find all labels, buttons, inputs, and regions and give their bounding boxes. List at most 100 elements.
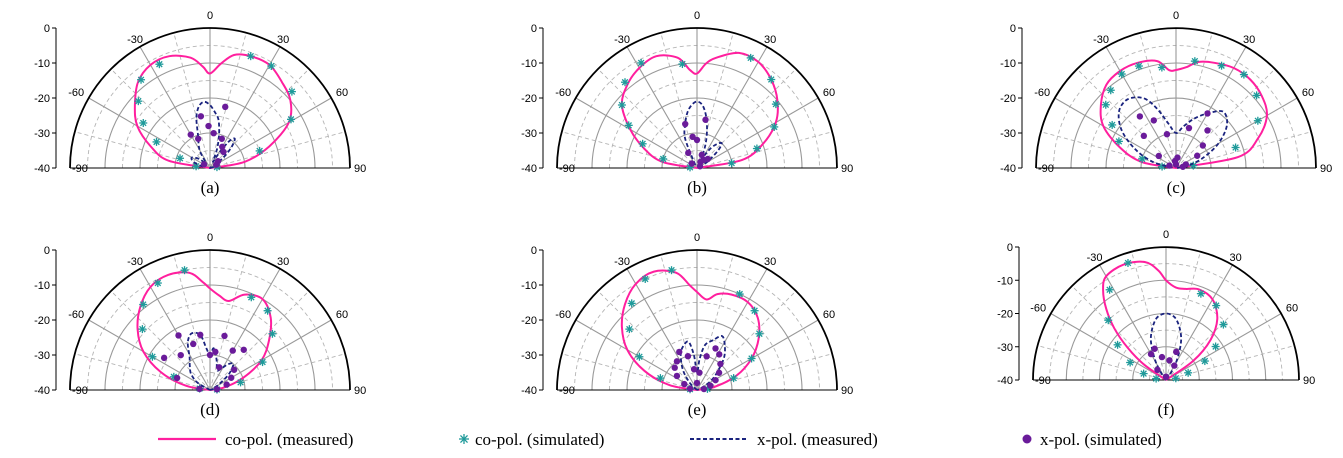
data-point-dot bbox=[205, 122, 212, 130]
star-stroke bbox=[751, 307, 758, 315]
data-point-dot bbox=[210, 129, 217, 137]
angle-tick-label: -90 bbox=[72, 385, 88, 397]
star-stroke bbox=[618, 101, 626, 109]
star-stroke bbox=[1108, 121, 1116, 129]
star-stroke bbox=[259, 358, 266, 366]
data-point-star bbox=[287, 115, 296, 124]
star-stroke bbox=[264, 307, 271, 315]
polar-plots: 0 -10 -20 -30 -40 -90 -60 -30 0 30 60 90 (a) 0 -10 -20 -… bbox=[34, 10, 1332, 419]
data-point-dot bbox=[1173, 348, 1180, 356]
series-x-pol-simulated bbox=[160, 331, 247, 393]
grid-radial-line bbox=[696, 97, 819, 169]
grid-radial-line bbox=[1050, 313, 1167, 381]
panel-caption: (a) bbox=[201, 178, 220, 197]
grid-radial-line bbox=[575, 97, 698, 169]
star-stroke bbox=[756, 330, 763, 338]
star-stroke bbox=[772, 100, 780, 108]
grid-minor-ring bbox=[122, 302, 298, 391]
angle-tick-label: 0 bbox=[694, 10, 700, 22]
grid-radial-line bbox=[696, 268, 768, 391]
radial-tick-label: -30 bbox=[997, 342, 1013, 354]
outer-axis-arc bbox=[69, 27, 351, 169]
star-stroke bbox=[637, 59, 645, 67]
data-point-star bbox=[638, 139, 647, 148]
star-stroke bbox=[1184, 369, 1192, 377]
data-point-star bbox=[1190, 57, 1199, 66]
data-point-star bbox=[747, 354, 756, 363]
data-point-star bbox=[1138, 154, 1147, 163]
data-point-star bbox=[246, 52, 255, 61]
outer-axis-arc bbox=[1035, 27, 1317, 169]
data-point-dot bbox=[700, 385, 708, 393]
grid-minor-radial bbox=[660, 254, 698, 391]
angle-tick-label: -30 bbox=[614, 256, 630, 268]
star-stroke bbox=[625, 122, 633, 129]
data-point-dot bbox=[230, 366, 238, 373]
radial-tick-label: -40 bbox=[521, 385, 537, 397]
grid-minor-radial bbox=[209, 32, 247, 169]
data-point-dot bbox=[173, 374, 181, 382]
data-point-star bbox=[656, 374, 665, 383]
data-point-star bbox=[263, 306, 272, 315]
data-point-star bbox=[1101, 100, 1110, 109]
radial-tick-label: -30 bbox=[521, 350, 537, 362]
grid-minor-radial bbox=[110, 68, 211, 169]
grid-minor-radial bbox=[173, 254, 211, 391]
star-stroke bbox=[176, 154, 184, 162]
star-stroke bbox=[247, 293, 255, 301]
angle-tick-label: 30 bbox=[764, 34, 776, 46]
radial-tick-label: -30 bbox=[1000, 128, 1016, 140]
star-stroke bbox=[679, 60, 686, 68]
grid-minor-ring bbox=[1148, 362, 1184, 381]
grid-minor-radial bbox=[74, 131, 211, 169]
data-point-dot bbox=[218, 135, 226, 142]
polar-grid bbox=[74, 250, 346, 391]
radial-tick-label: -10 bbox=[521, 58, 537, 70]
outer-axis-arc bbox=[556, 27, 838, 169]
star-stroke bbox=[1124, 259, 1132, 267]
data-point-dot bbox=[219, 143, 226, 150]
polar-plot-f: 0 -10 -20 -30 -40 -90 -60 -30 0 30 60 90 (f) bbox=[997, 229, 1315, 419]
radial-tick-label: -20 bbox=[521, 93, 537, 105]
data-point-dot bbox=[1204, 110, 1211, 117]
radial-tick-label: -20 bbox=[997, 309, 1013, 321]
data-point-star bbox=[727, 159, 736, 168]
data-point-dot bbox=[1199, 142, 1207, 149]
data-point-dot bbox=[1204, 127, 1211, 134]
grid-minor-radial bbox=[696, 290, 797, 391]
data-point-star bbox=[148, 352, 157, 361]
polar-plot-d: 0 -10 -20 -30 -40 -90 -60 -30 0 30 60 90 (d) bbox=[34, 232, 366, 419]
star-stroke bbox=[1114, 341, 1121, 349]
star-stroke bbox=[1138, 155, 1146, 163]
angle-tick-label: -60 bbox=[68, 309, 84, 321]
data-point-star bbox=[1108, 120, 1117, 129]
legend-star-swatch bbox=[459, 434, 469, 444]
radial-tick-label: -40 bbox=[34, 163, 50, 175]
data-point-star bbox=[1117, 70, 1126, 79]
angle-tick-label: 0 bbox=[694, 232, 700, 244]
angle-tick-label: -90 bbox=[1035, 375, 1051, 387]
legend-item-co-pol-simulated: co-pol. (simulated) bbox=[459, 430, 604, 449]
grid-radial-line bbox=[696, 46, 768, 169]
grid-radial-line bbox=[209, 97, 332, 169]
data-point-star bbox=[1189, 161, 1198, 170]
polar-grid bbox=[1037, 247, 1295, 381]
series-x-pol-simulated bbox=[682, 116, 711, 170]
radial-tick-label: -30 bbox=[34, 128, 50, 140]
angle-tick-label: 60 bbox=[823, 309, 835, 321]
grid-minor-radial bbox=[696, 32, 734, 169]
panel-caption: (f) bbox=[1158, 400, 1175, 419]
angle-tick-label: 90 bbox=[354, 163, 366, 175]
star-stroke bbox=[247, 52, 254, 60]
data-point-star bbox=[771, 100, 780, 109]
data-point-star bbox=[1139, 369, 1148, 378]
data-point-dot bbox=[681, 380, 688, 388]
star-stroke bbox=[770, 123, 778, 131]
data-point-dot bbox=[696, 163, 704, 170]
legend-star-glyph bbox=[459, 434, 469, 444]
radial-tick-label: -20 bbox=[1000, 93, 1016, 105]
data-point-dot bbox=[1151, 345, 1158, 352]
angle-tick-label: 0 bbox=[207, 232, 213, 244]
angle-tick-label: 90 bbox=[1303, 375, 1315, 387]
series-x-pol-measured bbox=[1117, 96, 1229, 169]
